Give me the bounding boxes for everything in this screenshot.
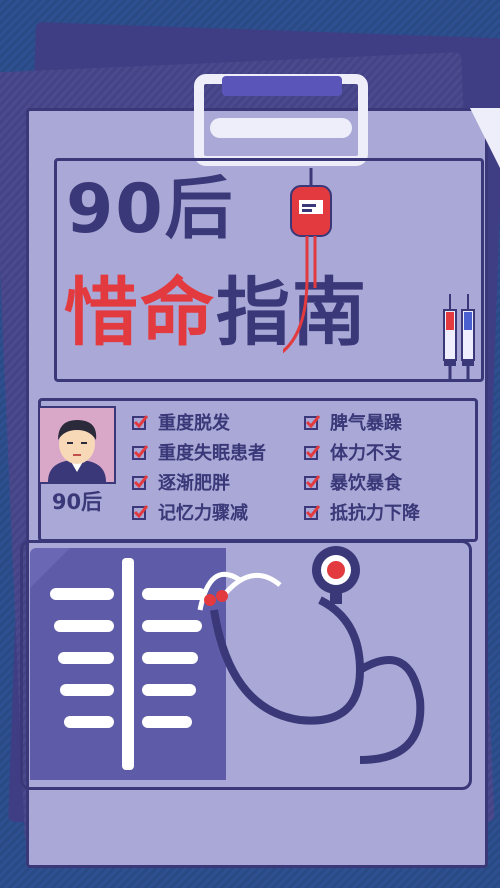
symptom-label: 抵抗力下降 <box>330 503 420 524</box>
symptom-label: 重度脱发 <box>158 413 230 434</box>
clip-bar <box>210 118 352 138</box>
symptom-item: 重度失眠患者 <box>132 438 266 466</box>
symptom-list-left: 重度脱发 重度失眠患者 逐渐肥胖 记忆力骤减 <box>132 408 266 528</box>
symptom-label: 体力不支 <box>330 443 402 464</box>
symptom-label: 记忆力骤减 <box>158 503 248 524</box>
symptom-item: 抵抗力下降 <box>304 498 420 526</box>
checkbox-icon <box>132 445 148 460</box>
checkbox-icon <box>132 415 148 430</box>
xray-ribcage-icon <box>30 548 226 780</box>
subtitle-red-word: 惜命 <box>64 270 216 356</box>
page-title: 90后 <box>66 170 235 249</box>
checkbox-icon <box>304 505 320 520</box>
stethoscope-icon <box>197 546 425 764</box>
checkbox-icon <box>304 445 320 460</box>
avatar-label: 90后 <box>51 490 103 514</box>
symptom-label: 暴饮暴食 <box>330 473 402 494</box>
symptom-item: 记忆力骤减 <box>132 498 266 526</box>
symptom-label: 逐渐肥胖 <box>158 473 230 494</box>
symptom-item: 体力不支 <box>304 438 420 466</box>
syringe-icon <box>443 294 475 382</box>
symptom-item: 重度脱发 <box>132 408 266 436</box>
page-subtitle: 惜命指南 <box>64 276 368 350</box>
title-panel <box>54 158 484 382</box>
symptom-item: 脾气暴躁 <box>304 408 420 436</box>
checkbox-icon <box>304 475 320 490</box>
checkbox-icon <box>132 505 148 520</box>
subtitle-dark-word: 指南 <box>216 270 368 356</box>
xray-panel <box>20 540 472 790</box>
symptom-label: 脾气暴躁 <box>330 413 402 434</box>
checkbox-icon <box>132 475 148 490</box>
symptom-item: 暴饮暴食 <box>304 468 420 496</box>
blood-bag-icon <box>283 168 332 354</box>
person-avatar-icon <box>40 408 114 482</box>
clip-top <box>222 76 342 96</box>
symptom-label: 重度失眠患者 <box>158 443 266 464</box>
symptom-item: 逐渐肥胖 <box>132 468 266 496</box>
symptom-list-right: 脾气暴躁 体力不支 暴饮暴食 抵抗力下降 <box>304 408 420 528</box>
checkbox-icon <box>304 415 320 430</box>
